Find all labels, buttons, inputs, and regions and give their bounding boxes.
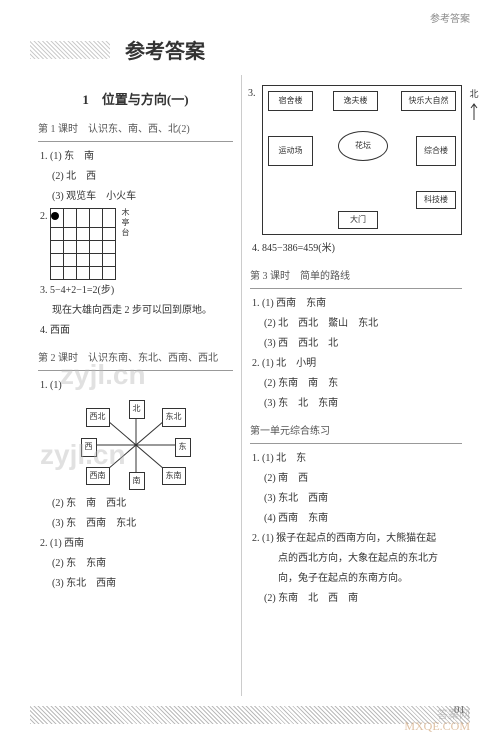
compass-n: 北	[129, 400, 145, 418]
text: (3) 东北 西南	[250, 490, 462, 508]
text: 木	[122, 208, 130, 217]
text: (3) 西 西北 北	[250, 335, 462, 353]
text: 1. (1)	[38, 377, 233, 395]
unit-header: 第一单元综合练习	[250, 421, 462, 444]
text: 3.	[248, 85, 256, 103]
text: 4. 西面	[38, 322, 233, 340]
main-title: 参考答案	[125, 35, 205, 64]
compass-e: 东	[175, 438, 191, 456]
map-b4: 运动场	[268, 136, 313, 166]
title-decoration	[30, 41, 110, 59]
text: 点的西北方向，大象在起点的东北方	[250, 550, 462, 568]
dot-icon	[51, 212, 59, 220]
map-wrap: 3. 宿舍楼 逸夫楼 快乐大自然 运动场 花坛 综合楼 大门 科技楼 北	[250, 85, 462, 235]
text: (3) 东 西南 东北	[38, 515, 233, 533]
lesson1-header: 第 1 课时 认识东、南、西、北(2)	[38, 119, 233, 142]
text: 北	[469, 89, 478, 99]
compass-diagram: 北 南 东 西 东北 西北 东南 西南	[81, 400, 191, 490]
compass-se: 东南	[162, 467, 186, 485]
lesson3-header: 第 3 课时 简单的路线	[250, 266, 462, 289]
text: (2) 东 东南	[38, 555, 233, 573]
text: 2. (1) 猴子在起点的西南方向，大熊猫在起	[250, 530, 462, 548]
text: 2.	[40, 211, 48, 222]
grid-labels: 木 亭 台	[122, 208, 130, 237]
map-b1: 宿舍楼	[268, 91, 313, 111]
text: (2) 南 西	[250, 470, 462, 488]
text: 2. (1) 北 小明	[250, 355, 462, 373]
arrow-icon	[469, 102, 479, 122]
watermark: MXQE.COM	[404, 719, 470, 734]
text: (2) 东南 南 东	[250, 375, 462, 393]
text: 亭	[122, 218, 130, 227]
header-label: 参考答案	[430, 10, 470, 25]
text: 1. (1) 东 南	[38, 148, 233, 166]
compass-w: 西	[81, 438, 97, 456]
footer: 01 答案网 MXQE.COM	[0, 706, 500, 736]
content-area: 1 位置与方向(一) 第 1 课时 认识东、南、西、北(2) 1. (1) 东 …	[30, 75, 470, 696]
map-b5: 综合楼	[416, 136, 456, 166]
text: (2) 北 西	[38, 168, 233, 186]
map-flower: 花坛	[338, 131, 388, 161]
text: 1. (1) 北 东	[250, 450, 462, 468]
compass-s: 南	[129, 472, 145, 490]
compass-sw: 西南	[86, 467, 110, 485]
compass-nw: 西北	[86, 408, 110, 426]
map-b6: 大门	[338, 211, 378, 229]
north-indicator: 北	[469, 86, 479, 127]
grid-diagram	[50, 208, 116, 280]
text: (2) 北 西北 鱉山 东北	[250, 315, 462, 333]
map-b3: 快乐大自然	[401, 91, 456, 111]
text: (3) 观览车 小火车	[38, 188, 233, 206]
text: 台	[122, 228, 130, 237]
text: 3. 5−4+2−1=2(步)	[38, 282, 233, 300]
map-diagram: 宿舍楼 逸夫楼 快乐大自然 运动场 花坛 综合楼 大门 科技楼 北	[262, 85, 462, 235]
text: (3) 东 北 东南	[250, 395, 462, 413]
section-title: 1 位置与方向(一)	[38, 88, 233, 111]
q2-row: 2. 木 亭 台	[38, 208, 233, 280]
lesson2-header: 第 2 课时 认识东南、东北、西南、西北	[38, 348, 233, 371]
text: 1. (1) 西南 东南	[250, 295, 462, 313]
grid-table	[50, 208, 116, 280]
map-b2: 逸夫楼	[333, 91, 378, 111]
text: 现在大雄向西走 2 步可以回到原地。	[38, 302, 233, 320]
text: (2) 东 南 西北	[38, 495, 233, 513]
text: 4. 845−386=459(米)	[250, 240, 462, 258]
text: 向，兔子在起点的东南方向。	[250, 570, 462, 588]
right-column: 3. 宿舍楼 逸夫楼 快乐大自然 运动场 花坛 综合楼 大门 科技楼 北 4. …	[242, 75, 470, 696]
text: (2) 东南 北 西 南	[250, 590, 462, 608]
title-bar: 参考答案	[30, 35, 470, 64]
map-b7: 科技楼	[416, 191, 456, 209]
compass-ne: 东北	[162, 408, 186, 426]
text: (4) 西南 东南	[250, 510, 462, 528]
text: 2. (1) 西南	[38, 535, 233, 553]
left-column: 1 位置与方向(一) 第 1 课时 认识东、南、西、北(2) 1. (1) 东 …	[30, 75, 242, 696]
text: (3) 东北 西南	[38, 575, 233, 593]
